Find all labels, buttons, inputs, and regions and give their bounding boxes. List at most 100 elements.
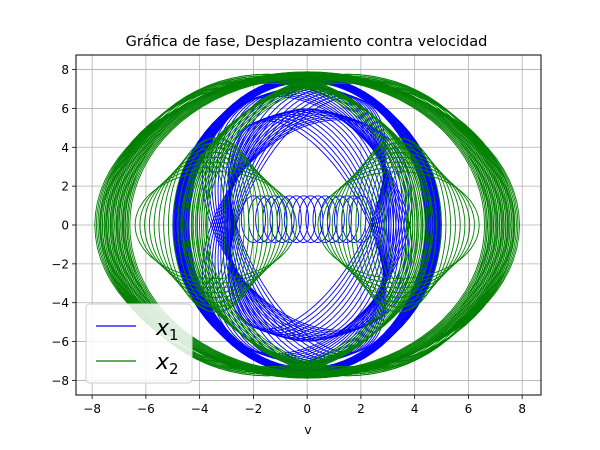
legend-label-x1-subscript: 1 <box>169 326 179 344</box>
y-tick-label: −6 <box>51 335 69 349</box>
trajectory-loop <box>187 81 427 369</box>
trajectory-loop <box>350 137 447 313</box>
trajectory-loop <box>186 151 245 299</box>
trajectory-loop <box>317 171 480 279</box>
legend-label-x2-name: x <box>155 350 170 375</box>
trajectory-loop <box>120 78 414 372</box>
axis-ticks: −8 −6 −4 −2 0 2 4 6 8 −8 −6 −4 −2 0 2 4 6 8 <box>51 63 526 416</box>
x-axis-label: v <box>304 422 312 437</box>
trajectory-loop <box>283 195 309 243</box>
trajectory-loop <box>153 151 278 299</box>
trajectory-loop <box>129 77 486 373</box>
series-x2 <box>94 71 520 379</box>
trajectory-loop <box>269 195 295 243</box>
trajectory-loop <box>185 79 429 371</box>
trajectory-loop <box>101 81 432 369</box>
trajectory-loop <box>190 75 505 375</box>
y-tick-label: 2 <box>61 180 69 194</box>
legend-frame <box>85 303 193 384</box>
trajectory-loop <box>108 76 426 374</box>
trajectory-loop <box>182 147 250 303</box>
trajectory-loop <box>122 79 412 371</box>
trajectory-loop <box>334 195 360 243</box>
x-tick-label: 6 <box>465 402 473 416</box>
x-tick-label: −8 <box>83 402 101 416</box>
trajectory-loop <box>121 74 493 376</box>
trajectory-loop <box>217 111 397 362</box>
trajectory-loop <box>379 161 418 289</box>
trajectory-loop <box>341 147 456 303</box>
x-tick-label: 8 <box>518 402 526 416</box>
trajectory-loop <box>112 73 422 377</box>
trajectory-loop <box>369 151 428 299</box>
trajectory-loop <box>240 195 266 243</box>
x-tick-label: 2 <box>357 402 365 416</box>
trajectory-loop <box>255 195 281 243</box>
trajectory-loop <box>196 161 236 289</box>
trajectory-loop <box>167 137 264 313</box>
trajectory-loop <box>123 75 492 375</box>
trajectory-loop <box>222 109 392 364</box>
trajectory-loop <box>214 113 400 361</box>
trajectory-loop <box>205 81 490 369</box>
legend-label-x2: x2 <box>155 350 179 378</box>
trajectory-loop <box>110 75 424 375</box>
trajectory-loop <box>364 147 433 303</box>
trajectory-loop <box>345 142 452 308</box>
legend-label-x2-subscript: 2 <box>169 360 179 378</box>
trajectory-loop <box>225 108 390 365</box>
x-tick-label: −4 <box>191 402 209 416</box>
trajectory-loop <box>192 73 503 377</box>
x-tick-label: 4 <box>411 402 419 416</box>
x-tick-label: −6 <box>137 402 155 416</box>
trajectory-loop <box>331 156 466 294</box>
trajectory-loop <box>326 161 471 289</box>
y-tick-label: 6 <box>61 102 69 116</box>
series-layer <box>94 71 520 379</box>
trajectory-loop <box>360 142 437 308</box>
legend-label-x1-name: x <box>155 316 170 341</box>
trajectory-loop <box>207 82 488 368</box>
trajectory-loop <box>124 81 410 369</box>
x-tick-label: −2 <box>245 402 263 416</box>
y-tick-label: 4 <box>61 141 69 155</box>
trajectory-loop <box>144 161 288 289</box>
y-tick-label: −8 <box>51 374 69 388</box>
trajectory-loop <box>388 171 409 279</box>
trajectory-loop <box>383 166 414 284</box>
trajectory-loop <box>139 166 293 284</box>
trajectory-loop <box>229 118 386 355</box>
trajectory-loop <box>205 171 226 279</box>
trajectory-loop <box>127 77 487 373</box>
trajectory-loop <box>322 166 475 284</box>
trajectory-loop <box>336 151 461 299</box>
trajectory-loop <box>105 78 428 372</box>
x-tick-label: 0 <box>303 402 311 416</box>
trajectory-loop <box>103 79 430 371</box>
trajectory-loop <box>201 166 231 284</box>
trajectory-loop <box>158 147 274 303</box>
trajectory-loop <box>99 82 434 368</box>
trajectory-loop <box>229 95 386 332</box>
trajectory-loop <box>177 142 255 308</box>
trajectory-loop <box>184 79 511 371</box>
y-tick-label: −2 <box>51 257 69 271</box>
trajectory-loop <box>305 195 331 243</box>
trajectory-loop <box>134 171 297 279</box>
trajectory-loop <box>191 156 240 294</box>
trajectory-loop <box>374 156 423 294</box>
y-tick-label: −4 <box>51 296 69 310</box>
trajectory-loop <box>203 79 492 371</box>
trajectory-loop <box>163 142 269 308</box>
y-tick-label: 8 <box>61 63 69 77</box>
trajectory-loop <box>148 156 283 294</box>
chart-title: Gráfica de fase, Desplazamiento contra v… <box>126 34 488 50</box>
trajectory-loop <box>126 82 408 368</box>
trajectory-loop <box>227 108 388 365</box>
y-tick-label: 0 <box>61 219 69 233</box>
legend-label-x1: x1 <box>155 316 179 344</box>
trajectory-loop <box>298 195 324 243</box>
legend: x1 x2 <box>85 303 193 384</box>
trajectory-loop <box>180 82 515 368</box>
